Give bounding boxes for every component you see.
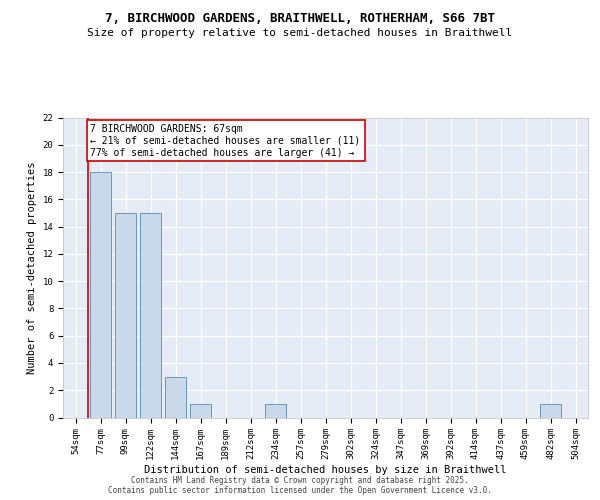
Bar (540, 404, 561, 417)
Text: Contains HM Land Registry data © Crown copyright and database right 2025.
Contai: Contains HM Land Registry data © Crown c… (108, 476, 492, 495)
Bar (115, 213, 136, 418)
Bar (165, 376, 186, 418)
Text: Size of property relative to semi-detached houses in Braithwell: Size of property relative to semi-detach… (88, 28, 512, 38)
Y-axis label: Number of semi-detached properties: Number of semi-detached properties (27, 161, 37, 374)
Bar (90, 172, 111, 418)
Text: 7, BIRCHWOOD GARDENS, BRAITHWELL, ROTHERHAM, S66 7BT: 7, BIRCHWOOD GARDENS, BRAITHWELL, ROTHER… (105, 12, 495, 26)
Bar (190, 404, 211, 417)
Bar (265, 404, 286, 417)
Bar (140, 213, 161, 418)
X-axis label: Distribution of semi-detached houses by size in Braithwell: Distribution of semi-detached houses by … (144, 465, 507, 475)
Text: 7 BIRCHWOOD GARDENS: 67sqm
← 21% of semi-detached houses are smaller (11)
77% of: 7 BIRCHWOOD GARDENS: 67sqm ← 21% of semi… (91, 124, 361, 158)
